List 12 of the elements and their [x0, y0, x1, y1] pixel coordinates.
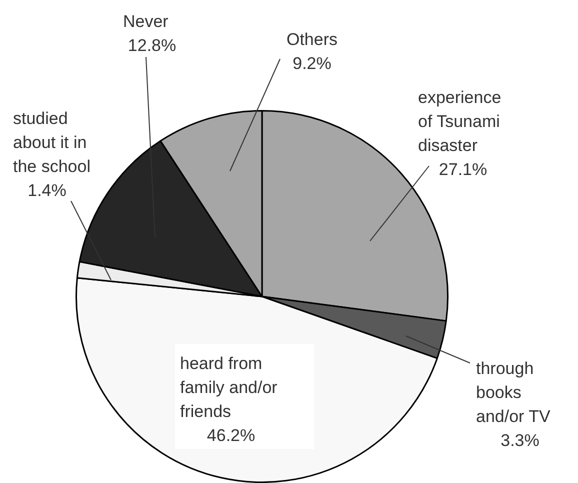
slice-label: through books and/or TV	[476, 359, 552, 426]
data-label: 3.3%	[500, 431, 540, 450]
data-label: 9.2%	[292, 54, 332, 73]
data-label: 1.4%	[28, 181, 66, 200]
slice-label: heard from family and/or friends	[180, 354, 278, 421]
data-label: 46.2%	[206, 426, 256, 445]
slice-label: Never	[123, 12, 169, 31]
slice-label: experience of Tsunami disaster	[418, 88, 502, 155]
slice-label: Others	[286, 30, 338, 49]
data-label: 12.8%	[128, 36, 176, 55]
slice-label: studied about it in the school	[13, 109, 90, 176]
data-label: 27.1%	[438, 160, 488, 179]
